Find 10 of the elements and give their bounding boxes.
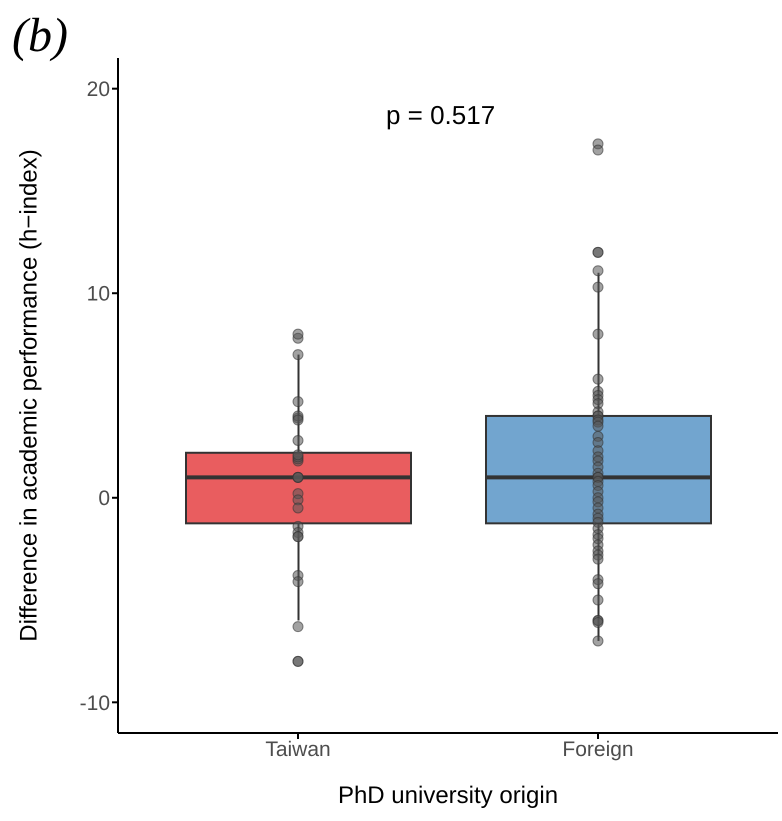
- y-tick-label: 0: [98, 487, 110, 510]
- x-tick-label: Foreign: [562, 738, 634, 761]
- y-tick-label: 20: [86, 78, 110, 102]
- y-tick-label: 10: [86, 282, 110, 306]
- y-tick-label: -10: [80, 692, 110, 715]
- y-axis-title: Difference in academic performance (h−index): [16, 149, 43, 642]
- chart-title: (b): [12, 8, 68, 63]
- annotation: p = 0.517: [386, 100, 496, 131]
- x-axis-title: PhD university origin: [338, 782, 558, 809]
- x-tick-label: Taiwan: [265, 738, 331, 761]
